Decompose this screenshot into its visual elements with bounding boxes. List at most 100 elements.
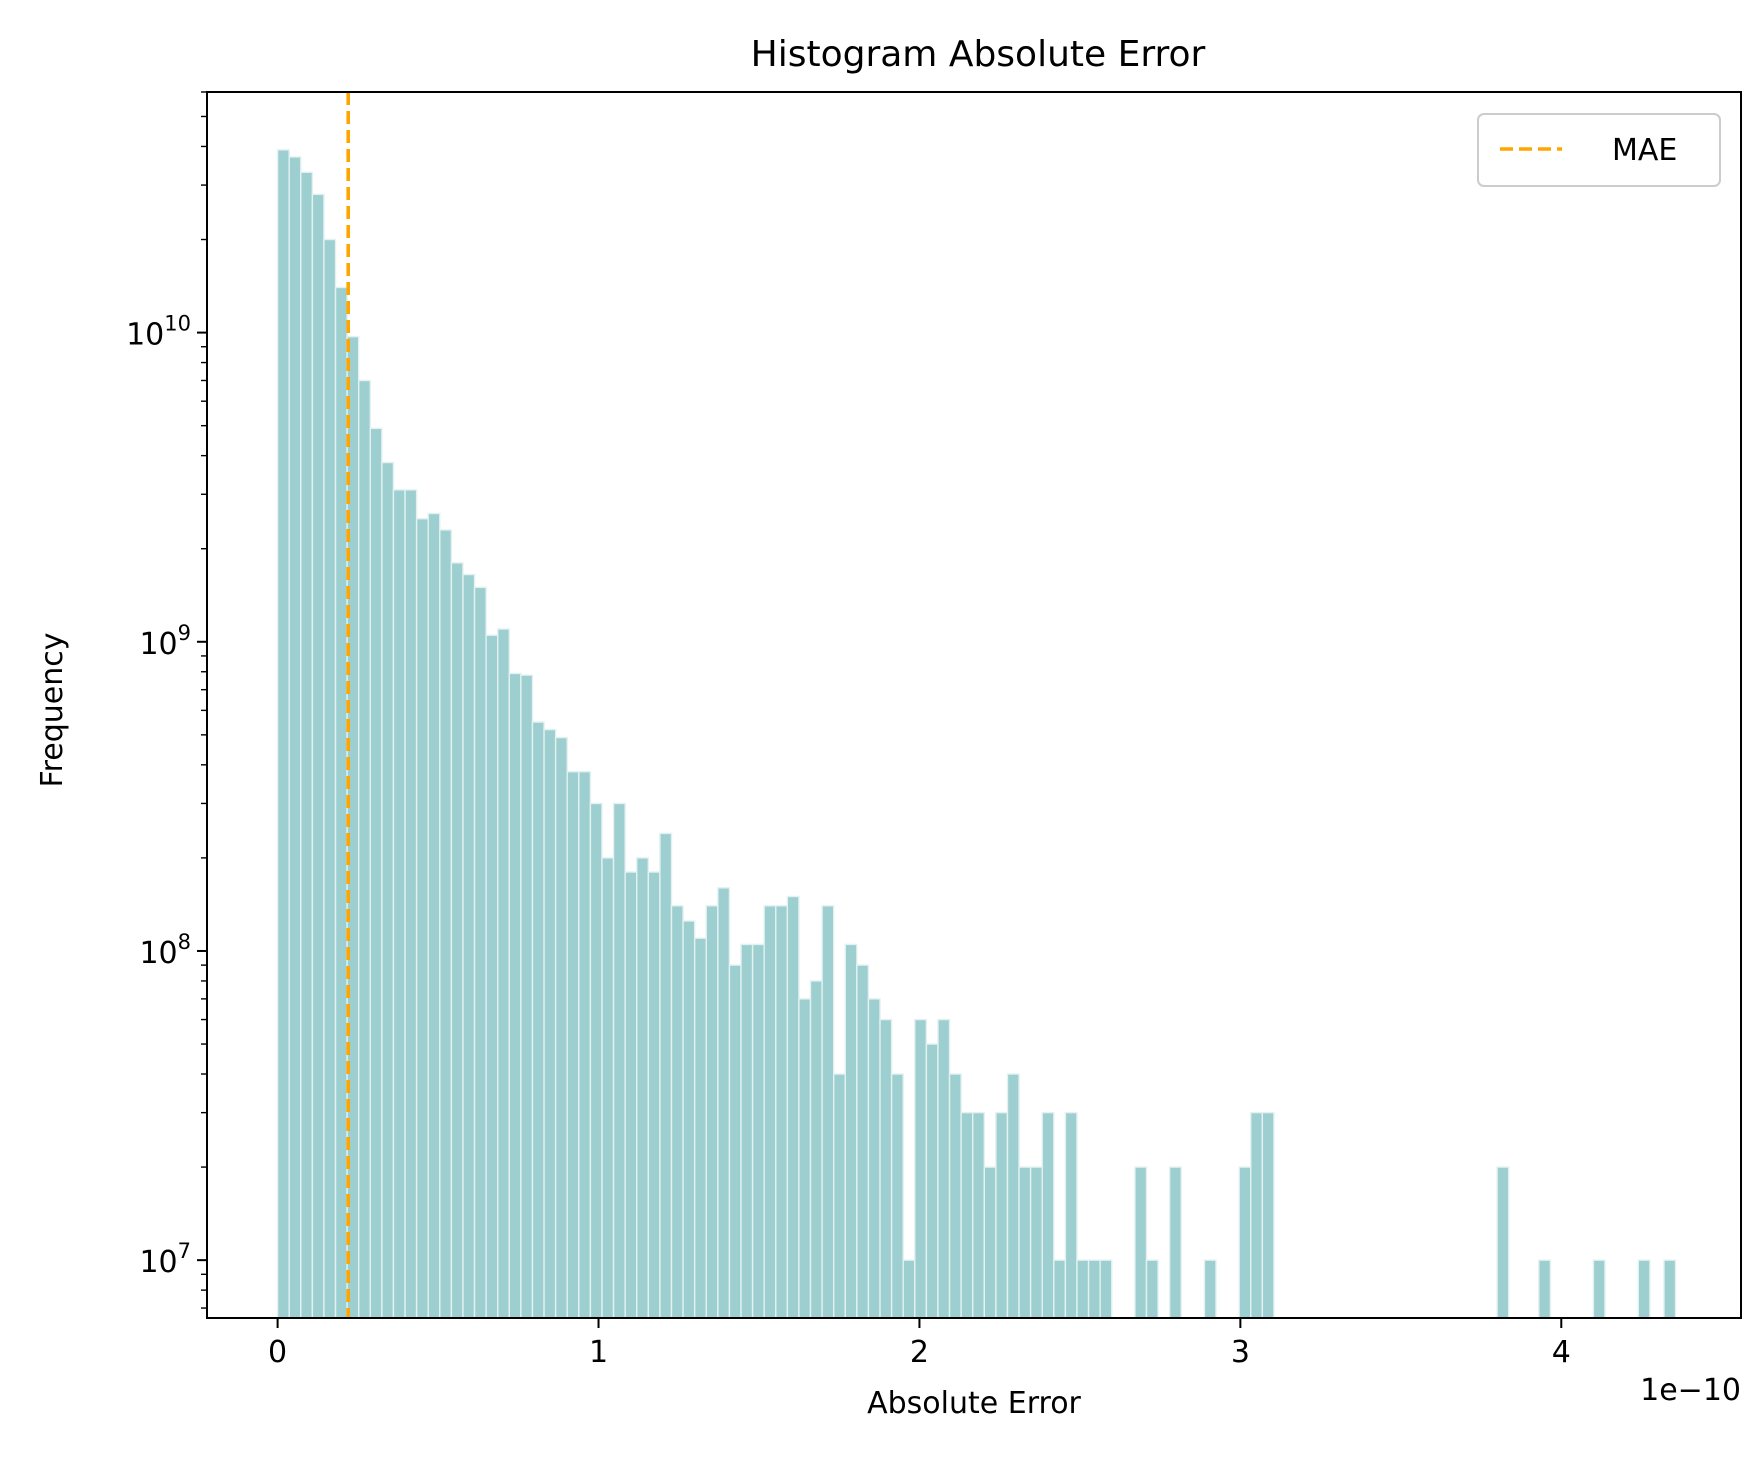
histogram-bar xyxy=(647,871,661,1319)
histogram-bar xyxy=(543,728,557,1319)
histogram-bar xyxy=(357,379,371,1319)
histogram-bar xyxy=(1538,1259,1552,1319)
histogram-bar xyxy=(1018,1166,1032,1319)
histogram-bar xyxy=(1637,1259,1651,1319)
x-tick-label: 1 xyxy=(589,1335,608,1370)
histogram-bar xyxy=(705,905,719,1319)
histogram-bar xyxy=(659,832,673,1319)
histogram-bar xyxy=(670,905,684,1319)
histogram-bar xyxy=(1663,1259,1677,1319)
histogram-bar xyxy=(948,1073,962,1319)
histogram-bar xyxy=(914,1018,928,1319)
histogram-bar xyxy=(1087,1259,1101,1319)
histogram-bar xyxy=(937,1018,951,1319)
histogram-bar xyxy=(717,887,731,1319)
histogram-bar xyxy=(578,771,592,1319)
histogram-bar xyxy=(775,905,789,1319)
histogram-bar xyxy=(1041,1111,1055,1319)
histogram-bar xyxy=(381,461,395,1319)
histogram-bar xyxy=(1168,1166,1182,1319)
legend-mae-label: MAE xyxy=(1612,133,1677,168)
histogram-bar xyxy=(288,156,302,1319)
y-tick-label: 109 xyxy=(139,621,191,662)
histogram-bar xyxy=(1250,1111,1264,1319)
histogram-bar xyxy=(844,943,858,1319)
x-axis-label: Absolute Error xyxy=(867,1386,1081,1421)
x-tick-label: 4 xyxy=(1552,1335,1571,1370)
histogram-bar xyxy=(450,562,464,1319)
histogram-bar xyxy=(728,964,742,1319)
histogram-bar xyxy=(334,286,348,1319)
histogram-bar xyxy=(497,628,511,1319)
histogram-bar xyxy=(624,871,638,1319)
histogram-bar xyxy=(404,489,418,1319)
histogram-bar xyxy=(786,895,800,1319)
histogram-bar xyxy=(1076,1259,1090,1319)
histogram-bar xyxy=(1145,1259,1159,1319)
x-tick-label: 3 xyxy=(1231,1335,1250,1370)
histogram-bar xyxy=(392,489,406,1319)
histogram-bar xyxy=(601,857,615,1319)
histogram-bar xyxy=(311,193,325,1319)
histogram-bar xyxy=(995,1111,1009,1319)
histogram-bar xyxy=(1064,1111,1078,1319)
histogram-bar xyxy=(856,964,870,1319)
histogram-bar xyxy=(1238,1166,1252,1319)
y-tick-label: 1010 xyxy=(126,312,191,353)
histogram-bar xyxy=(682,920,696,1319)
histogram-bar xyxy=(890,1073,904,1319)
histogram-bar xyxy=(531,721,545,1319)
histogram-bar xyxy=(960,1111,974,1319)
histogram-bar xyxy=(972,1111,986,1319)
histogram-bar xyxy=(1134,1166,1148,1319)
histogram-bar xyxy=(740,943,754,1319)
legend-box xyxy=(1477,113,1721,187)
histogram-bar xyxy=(554,736,568,1319)
x-tick-label: 2 xyxy=(910,1335,929,1370)
y-tick-label: 108 xyxy=(139,930,191,971)
histogram-bar xyxy=(821,905,835,1319)
histogram-bar xyxy=(902,1259,916,1319)
histogram-bar xyxy=(566,771,580,1319)
histogram-bar xyxy=(1029,1166,1043,1319)
histogram-bar xyxy=(415,518,429,1319)
histogram-bar xyxy=(867,998,881,1319)
axes-group: 0 1 2 3 4 107 108 109 1010 xyxy=(126,91,1571,1370)
histogram-bar xyxy=(1099,1259,1113,1319)
histogram-bar xyxy=(300,171,314,1319)
histogram-bar xyxy=(276,149,290,1319)
histogram-bar xyxy=(520,674,534,1319)
histogram-bar xyxy=(485,634,499,1319)
histogram-bar xyxy=(809,980,823,1319)
legend: MAE xyxy=(1477,113,1721,187)
histogram-bar xyxy=(1592,1259,1606,1319)
histogram-bar xyxy=(612,802,626,1319)
histogram-bar xyxy=(1261,1111,1275,1319)
plot-frame xyxy=(206,91,1742,1319)
y-tick-label: 107 xyxy=(139,1239,191,1280)
histogram-bar xyxy=(798,998,812,1319)
histogram-bar xyxy=(439,529,453,1319)
histogram-bar xyxy=(1203,1259,1217,1319)
histogram-bar xyxy=(1496,1166,1510,1319)
histogram-bar xyxy=(508,672,522,1319)
chart-title: Histogram Absolute Error xyxy=(751,34,1206,75)
histogram-bar xyxy=(1053,1259,1067,1319)
histogram-bar xyxy=(1006,1073,1020,1319)
histogram-bar xyxy=(983,1166,997,1319)
histogram-bar xyxy=(751,943,765,1319)
histogram-bar xyxy=(369,427,383,1319)
histogram-bar xyxy=(589,802,603,1319)
histogram-bar xyxy=(473,586,487,1319)
histogram-bar xyxy=(693,937,707,1319)
histogram-bar xyxy=(462,573,476,1319)
histogram-bar xyxy=(323,238,337,1319)
histogram-bar xyxy=(879,1018,893,1319)
histogram-bar xyxy=(636,857,650,1319)
histogram-bar xyxy=(832,1073,846,1319)
x-tick-label: 0 xyxy=(268,1335,287,1370)
histogram-bar xyxy=(925,1043,939,1319)
x-axis-offset-text: 1e−10 xyxy=(1640,1373,1741,1408)
histogram-bar xyxy=(427,512,441,1319)
